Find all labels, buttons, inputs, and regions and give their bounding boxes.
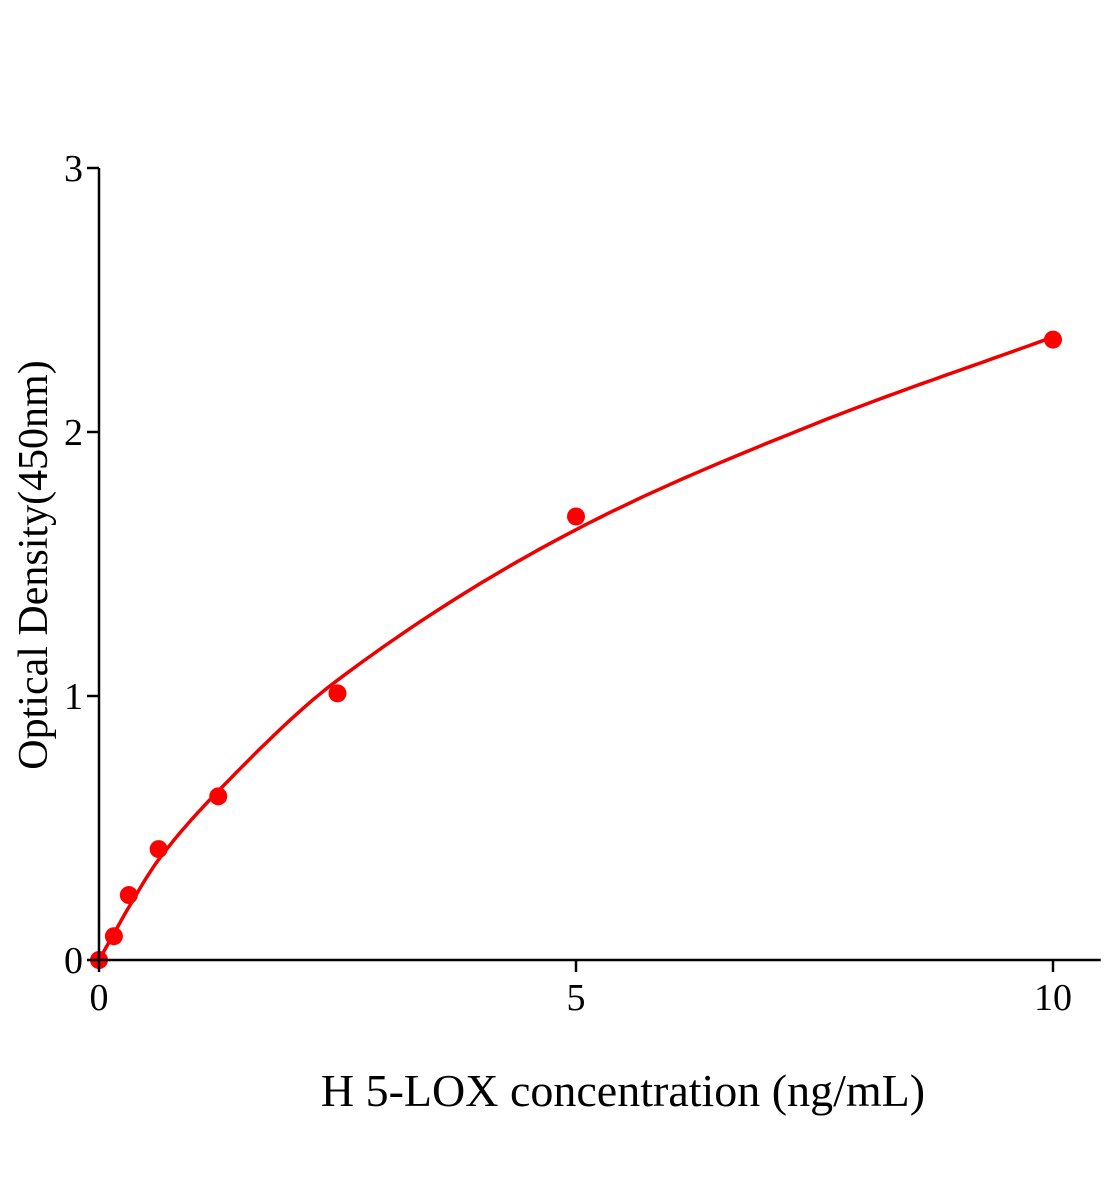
data-point	[119, 886, 138, 905]
x-tick-label: 0	[90, 977, 109, 1019]
x-tick-label: 10	[1034, 977, 1072, 1019]
data-point	[104, 927, 123, 946]
data-point	[149, 840, 168, 859]
data-point	[209, 787, 228, 806]
y-tick-label: 1	[64, 676, 83, 718]
y-tick-label: 2	[64, 412, 83, 454]
y-axis-label: Optical Density(450nm)	[11, 360, 57, 769]
x-tick-label: 5	[567, 977, 586, 1019]
data-point	[1044, 330, 1062, 349]
y-tick-label: 0	[64, 940, 83, 982]
data-point	[328, 684, 347, 703]
y-tick-label: 3	[64, 148, 83, 190]
axes: 0 1 2 3 0 5 10	[64, 148, 1101, 1019]
fit-curve	[97, 335, 1054, 961]
x-axis-label: H 5-LOX concentration (ng/mL)	[321, 1065, 925, 1116]
data-point	[567, 507, 585, 526]
data-points	[90, 330, 1062, 969]
